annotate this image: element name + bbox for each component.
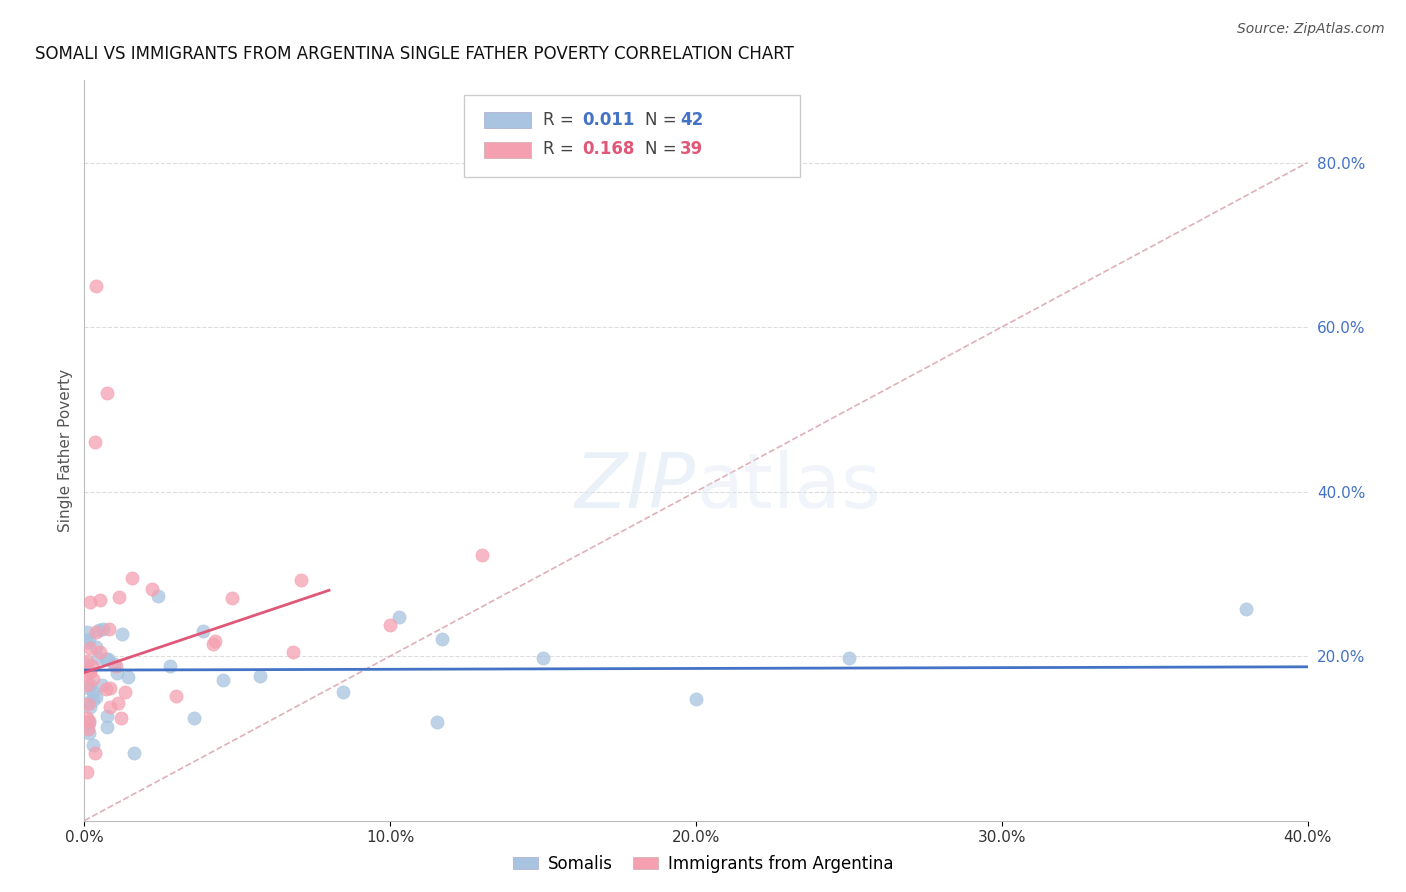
Point [98,681,121,695]
Point [165,690,187,704]
Point [104,659,127,673]
Point [122,746,145,760]
Point [91,622,114,636]
Point [77,632,100,646]
Point [76,657,98,671]
Point [87,651,110,665]
Text: SOMALI VS IMMIGRANTS FROM ARGENTINA SINGLE FATHER POVERTY CORRELATION CHART: SOMALI VS IMMIGRANTS FROM ARGENTINA SING… [35,45,794,63]
Point [84,279,107,293]
Point [79,640,101,655]
Text: Source: ZipAtlas.com: Source: ZipAtlas.com [1237,22,1385,37]
Point [84,640,107,655]
Bar [484,112,531,128]
Point [83,435,105,450]
Point [77,715,100,730]
Point [77,726,100,740]
Point [110,711,132,725]
Point [79,595,101,609]
Point [89,623,111,637]
Point [89,645,111,659]
Point [82,672,104,686]
Point [79,665,101,680]
Text: N =: N = [644,140,682,158]
Point [79,695,101,709]
Point [108,590,131,604]
Text: 0.011: 0.011 [582,111,634,128]
Point [84,746,107,760]
Point [183,711,205,725]
Text: R =: R = [543,111,579,128]
Point [82,658,104,673]
Point [111,627,134,641]
Point [98,699,121,714]
Point [1236,602,1258,616]
Point [426,714,449,729]
Point [96,385,118,400]
Point [141,582,163,597]
Point [146,590,169,604]
Text: 42: 42 [681,111,703,128]
Point [107,697,129,711]
Point [114,685,136,699]
Point [84,690,107,705]
Text: ZIP: ZIP [575,450,696,524]
Text: R =: R = [543,140,579,158]
Point [121,571,143,585]
Point [77,698,100,712]
Point [117,670,139,684]
Legend: Somalis, Immigrants from Argentina: Somalis, Immigrants from Argentina [506,848,900,880]
Point [685,692,707,706]
Point [332,685,354,699]
Point [89,593,111,607]
FancyBboxPatch shape [464,95,800,177]
Point [531,650,554,665]
Point [76,625,98,640]
Point [76,711,98,725]
Point [838,650,860,665]
Point [79,700,101,714]
Point [290,574,312,588]
Text: N =: N = [644,111,682,128]
Point [380,617,402,632]
Point [96,652,118,666]
Point [159,658,181,673]
Point [96,652,118,666]
Point [76,722,98,736]
Bar [484,142,531,158]
Point [82,738,104,752]
Point [96,720,118,734]
Text: atlas: atlas [696,450,880,524]
Point [202,637,225,651]
Point [430,632,453,647]
Text: 0.168: 0.168 [582,140,634,158]
Point [77,714,100,728]
Y-axis label: Single Father Poverty: Single Father Poverty [58,369,73,532]
Point [94,682,117,697]
Point [221,591,243,605]
Point [77,681,100,696]
Point [471,548,494,562]
Point [96,709,118,723]
Point [105,666,128,681]
Point [103,657,125,672]
Point [98,623,121,637]
Point [76,654,98,668]
Point [82,693,104,707]
Point [76,764,98,779]
Text: 39: 39 [681,140,703,158]
Point [79,678,101,692]
Point [82,684,104,698]
Point [91,678,114,692]
Point [387,609,409,624]
Point [76,678,98,692]
Point [76,635,98,649]
Point [204,633,226,648]
Point [212,673,235,688]
Point [76,665,98,679]
Point [191,624,214,639]
Point [249,668,271,682]
Point [84,624,107,639]
Point [281,645,304,659]
